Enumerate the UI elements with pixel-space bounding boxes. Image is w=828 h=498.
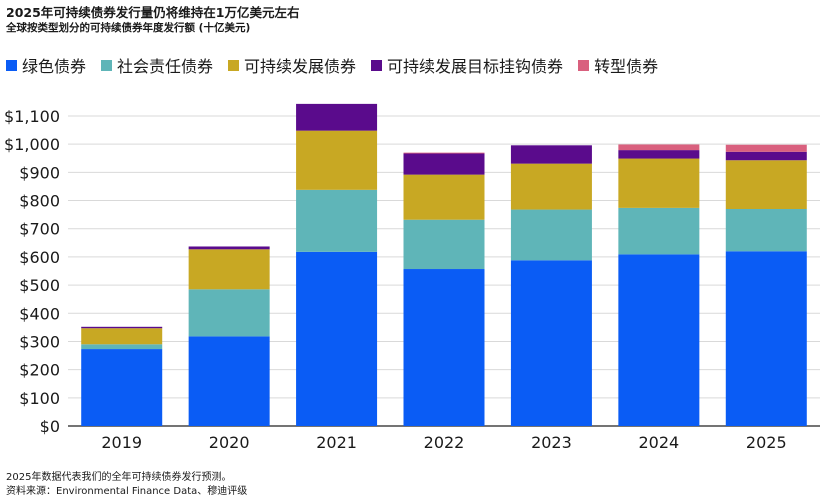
- bar-segment-2023-s1: [510, 260, 592, 426]
- y-tick-label: $1,100: [4, 107, 60, 126]
- y-tick-label: $800: [19, 192, 60, 211]
- legend-item-5: 转型债券: [578, 53, 658, 77]
- y-tick-label: $200: [19, 361, 60, 380]
- bar-segment-2020-s2: [188, 289, 270, 337]
- bar-segment-2025-s3: [725, 160, 807, 209]
- x-tick-label: 2022: [424, 433, 465, 452]
- bar-segment-2023-s2: [510, 209, 592, 261]
- x-tick-label: 2019: [101, 433, 142, 452]
- bar-segment-2021-s1: [296, 251, 378, 426]
- bar-segment-2021-s4: [296, 103, 378, 131]
- bar-segment-2024-s3: [618, 158, 700, 208]
- legend-swatch: [101, 59, 113, 71]
- stacked-bar-chart: $0 $100 $200 $300 $400 $500 $600 $700 $800 $900 $1…: [4, 103, 820, 452]
- legend-item-2: 社会责任债券: [101, 53, 213, 77]
- y-tick-label: $500: [19, 276, 60, 295]
- bar-segment-2021-s3: [296, 130, 378, 190]
- legend-label: 社会责任债券: [117, 57, 214, 76]
- bar-segment-2022-s3: [403, 174, 485, 220]
- y-tick-label: $300: [19, 332, 60, 351]
- x-tick-label: 2024: [638, 433, 679, 452]
- y-tick-label: $100: [19, 389, 60, 408]
- bar-segment-2019-s3: [81, 328, 163, 345]
- bar-segment-2019-s4: [81, 326, 163, 329]
- bar-segment-2022-s4: [403, 153, 485, 175]
- bar-segment-2020-s1: [188, 336, 270, 426]
- bar-segment-2019-s2: [81, 344, 163, 350]
- bar-segment-2023-s3: [510, 163, 592, 210]
- y-tick-label: $0: [40, 417, 60, 436]
- legend-swatch: [578, 59, 590, 71]
- legend-item-4: 可持续发展目标挂钩债券: [371, 53, 563, 77]
- bar-segment-2024-s5: [618, 144, 700, 151]
- y-tick-label: $600: [19, 248, 60, 267]
- chart-legend: 绿色债券 社会责任债券 可持续发展债券 可持续发展目标挂钩债券 转型债券: [6, 53, 673, 77]
- bar-segment-2024-s1: [618, 254, 700, 426]
- legend-swatch: [6, 59, 17, 71]
- bar-segment-2025-s4: [725, 151, 807, 161]
- bar-segment-2020-s4: [188, 246, 270, 250]
- x-tick-label: 2025: [746, 433, 787, 452]
- legend-label: 转型债券: [594, 57, 659, 76]
- bar-segment-2025-s5: [725, 144, 807, 152]
- bar-segment-2022-s5: [403, 152, 485, 154]
- y-tick-label: $400: [19, 304, 60, 323]
- bar-segment-2022-s2: [403, 219, 485, 270]
- bar-segment-2021-s2: [296, 189, 378, 252]
- legend-item-1: 绿色债券: [6, 53, 86, 77]
- bar-segment-2024-s4: [618, 150, 700, 159]
- chart-subtitle: 全球按类型划分的可持续债券年度发行额 (十亿美元): [6, 22, 251, 34]
- legend-swatch: [228, 59, 240, 71]
- footnote: 2025年数据代表我们的全年可持续债券发行预测。: [6, 472, 232, 483]
- legend-label: 绿色债券: [22, 57, 87, 76]
- legend-label: 可持续发展目标挂钩债券: [387, 57, 564, 76]
- x-tick-label: 2023: [531, 433, 572, 452]
- bar-segment-2020-s3: [188, 249, 270, 290]
- x-tick-label: 2021: [316, 433, 357, 452]
- bar-segment-2025-s2: [725, 209, 807, 252]
- source-note: 资料来源：Environmental Finance Data、穆迪评级: [6, 486, 248, 497]
- legend-label: 可持续发展债券: [244, 57, 357, 76]
- legend-item-3: 可持续发展债券: [228, 53, 356, 77]
- y-tick-label: $1,000: [4, 135, 60, 154]
- y-tick-label: $900: [19, 163, 60, 182]
- legend-swatch: [371, 59, 383, 71]
- bar-segment-2023-s4: [510, 145, 592, 164]
- bar-segment-2019-s1: [81, 349, 163, 426]
- bar-segment-2022-s1: [403, 269, 485, 426]
- x-tick-label: 2020: [209, 433, 250, 452]
- bar-segment-2025-s1: [725, 251, 807, 426]
- y-tick-label: $700: [19, 220, 60, 239]
- chart-title: 2025年可持续债券发行量仍将维持在1万亿美元左右: [6, 5, 300, 20]
- bar-segment-2024-s2: [618, 207, 700, 255]
